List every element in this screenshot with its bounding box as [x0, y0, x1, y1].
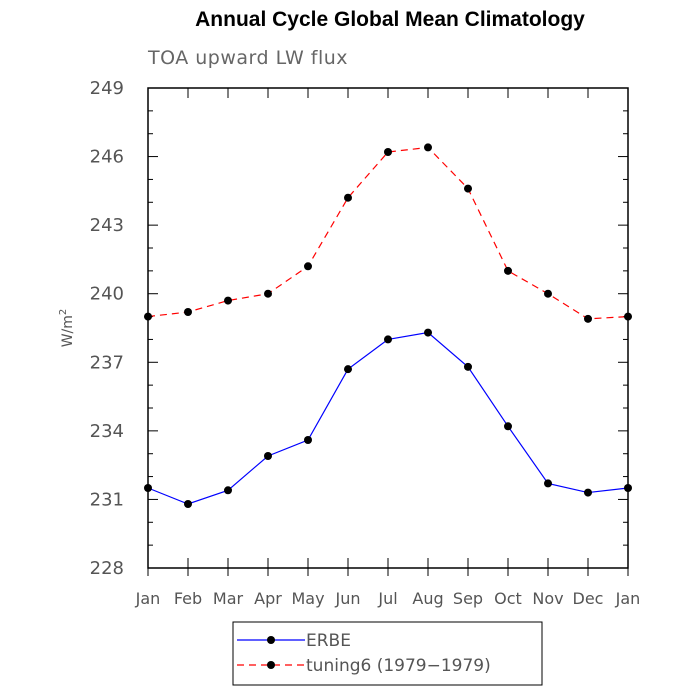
y-tick-label: 246: [90, 147, 124, 168]
legend: ERBE tuning6 (1979−1979): [232, 621, 543, 686]
legend-marker-0: [267, 636, 275, 644]
x-tick-label: Oct: [494, 589, 522, 608]
data-point: [544, 289, 552, 298]
x-tick-label: Jan: [135, 589, 161, 608]
series-line-1: [147, 146, 629, 320]
data-point: [184, 500, 192, 508]
x-tick-label: May: [291, 589, 324, 608]
y-tick-labels: 228 231 234 237 240 243 246 249: [90, 78, 124, 579]
x-tick-label: Sep: [453, 589, 483, 608]
chart-title: Annual Cycle Global Mean Climatology: [195, 8, 585, 31]
data-point: [344, 365, 352, 374]
data-point: [184, 308, 192, 316]
series-layer: [144, 143, 632, 508]
y-axis-label-base: W/m: [60, 315, 76, 347]
legend-marker-1: [267, 661, 275, 669]
series-line-0: [147, 331, 629, 505]
data-point: [304, 436, 312, 444]
x-tick-label: Aug: [412, 589, 443, 608]
x-tick-labels: Jan Feb Mar Apr May Jun Jul Aug Sep Oct Nov Dec Jan: [135, 589, 641, 608]
x-tick-label: Jun: [335, 589, 361, 608]
data-point: [544, 479, 552, 488]
y-tick-label: 249: [90, 78, 124, 99]
x-tick-label: Jul: [377, 589, 397, 608]
plot-frame: [147, 87, 629, 569]
data-point: [504, 422, 512, 431]
y-axis-label-superscript: 2: [58, 309, 69, 315]
x-tick-label: Jan: [615, 589, 641, 608]
x-tick-label: Feb: [174, 589, 202, 608]
data-point: [464, 184, 472, 193]
data-point: [584, 488, 592, 497]
axis-ticks: [147, 87, 629, 576]
data-point: [504, 266, 512, 275]
chart-subtitle: TOA upward LW flux: [148, 47, 349, 69]
legend-label-0: ERBE: [306, 631, 351, 651]
data-point: [264, 452, 272, 460]
data-point: [464, 362, 472, 371]
data-point: [384, 148, 392, 156]
x-tick-label: Mar: [213, 589, 244, 608]
data-point: [584, 314, 592, 323]
y-tick-label: 243: [90, 215, 124, 236]
legend-label-1: tuning6 (1979−1979): [306, 656, 491, 676]
x-tick-label: Apr: [254, 589, 282, 608]
y-tick-label: 240: [90, 284, 124, 305]
x-tick-label: Nov: [532, 589, 563, 608]
data-point: [224, 486, 232, 495]
y-tick-label: 237: [90, 352, 124, 373]
data-point: [384, 335, 392, 344]
data-point: [304, 262, 312, 271]
x-tick-label: Dec: [573, 589, 604, 608]
data-point: [344, 193, 352, 202]
data-point: [424, 328, 432, 337]
y-tick-label: 231: [90, 489, 124, 510]
legend-box: [232, 621, 543, 686]
y-tick-label: 228: [90, 558, 124, 579]
data-point: [224, 296, 232, 305]
y-axis-label: W/m2: [58, 309, 76, 348]
y-tick-label: 234: [90, 421, 124, 442]
data-point: [424, 143, 432, 152]
data-point: [264, 289, 272, 298]
